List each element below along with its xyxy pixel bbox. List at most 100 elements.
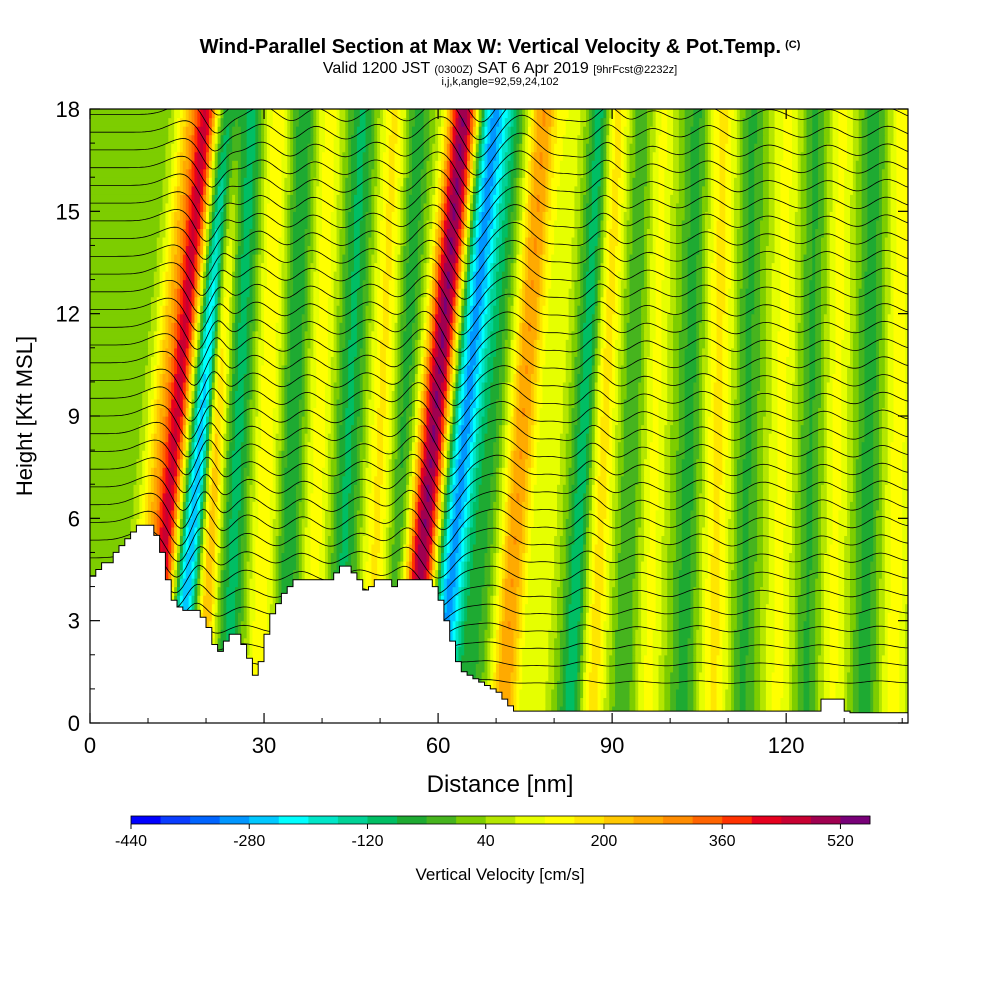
w-cell bbox=[681, 467, 694, 477]
w-cell bbox=[411, 484, 416, 494]
w-cell bbox=[557, 603, 564, 613]
w-cell bbox=[478, 484, 491, 494]
w-cell bbox=[240, 569, 245, 579]
w-cell bbox=[574, 697, 578, 707]
w-cell bbox=[881, 680, 889, 690]
w-cell bbox=[551, 578, 561, 588]
w-cell bbox=[159, 492, 164, 502]
w-cell bbox=[269, 492, 277, 502]
w-cell bbox=[417, 543, 428, 554]
w-cell bbox=[736, 612, 744, 622]
w-cell bbox=[217, 629, 222, 639]
w-cell bbox=[693, 484, 697, 494]
w-cell bbox=[438, 578, 442, 588]
w-cell bbox=[432, 475, 436, 485]
w-cell bbox=[501, 603, 506, 613]
w-cell bbox=[803, 697, 810, 707]
w-cell bbox=[319, 543, 326, 554]
w-cell bbox=[435, 501, 439, 511]
w-cell bbox=[429, 509, 433, 519]
w-cell bbox=[675, 688, 689, 699]
w-cell bbox=[490, 569, 494, 579]
w-cell bbox=[200, 509, 204, 519]
w-cell bbox=[562, 654, 570, 664]
w-cell bbox=[206, 501, 210, 511]
w-cell bbox=[884, 492, 892, 502]
w-cell bbox=[658, 697, 665, 707]
w-cell bbox=[658, 680, 665, 690]
w-cell bbox=[588, 654, 593, 664]
w-cell bbox=[646, 595, 657, 605]
w-cell bbox=[606, 475, 610, 485]
w-cell bbox=[803, 663, 810, 673]
w-cell bbox=[435, 543, 439, 554]
w-cell bbox=[272, 560, 277, 571]
w-cell bbox=[849, 569, 857, 579]
w-cell bbox=[182, 467, 187, 477]
w-cell bbox=[197, 586, 201, 596]
w-cell bbox=[861, 467, 874, 477]
w-cell bbox=[725, 509, 732, 519]
w-cell bbox=[464, 629, 480, 639]
w-cell bbox=[475, 518, 488, 528]
w-cell bbox=[725, 518, 729, 528]
w-cell bbox=[499, 603, 503, 613]
w-cell bbox=[693, 501, 697, 511]
w-cell bbox=[496, 586, 500, 596]
w-cell bbox=[342, 484, 352, 494]
w-cell bbox=[481, 671, 488, 681]
w-cell bbox=[794, 620, 799, 630]
forecast-info: [9hrFcst@2232z] bbox=[593, 64, 678, 76]
w-cell bbox=[844, 612, 851, 622]
w-cell bbox=[322, 535, 326, 545]
w-cell bbox=[136, 458, 143, 468]
w-cell bbox=[464, 578, 468, 588]
w-cell bbox=[884, 595, 892, 605]
w-cell bbox=[400, 526, 404, 536]
w-cell bbox=[223, 492, 227, 502]
w-cell bbox=[223, 569, 230, 579]
w-cell bbox=[200, 612, 204, 622]
w-cell bbox=[786, 484, 793, 494]
w-cell bbox=[754, 560, 764, 571]
w-cell bbox=[197, 535, 201, 545]
w-cell bbox=[733, 688, 741, 699]
w-cell bbox=[661, 603, 668, 613]
w-cell bbox=[168, 552, 172, 562]
w-cell bbox=[588, 526, 593, 536]
w-cell bbox=[481, 586, 488, 596]
w-cell bbox=[847, 671, 854, 681]
w-cell bbox=[420, 467, 425, 477]
w-cell bbox=[617, 612, 634, 622]
w-cell bbox=[464, 569, 468, 579]
w-cell bbox=[342, 535, 349, 545]
w-cell bbox=[179, 475, 184, 485]
w-cell bbox=[818, 552, 822, 562]
w-cell bbox=[298, 458, 303, 468]
w-cell bbox=[762, 526, 770, 536]
w-cell bbox=[435, 569, 439, 579]
w-cell bbox=[174, 484, 178, 494]
w-cell bbox=[165, 492, 172, 502]
w-cell bbox=[783, 663, 790, 673]
w-cell bbox=[876, 671, 880, 681]
w-cell bbox=[588, 629, 593, 639]
w-cell bbox=[670, 475, 677, 485]
w-cell bbox=[417, 552, 428, 562]
w-cell bbox=[809, 569, 819, 579]
w-cell bbox=[829, 578, 839, 588]
w-cell bbox=[461, 509, 465, 519]
w-cell bbox=[716, 654, 723, 664]
w-cell bbox=[145, 501, 149, 511]
w-cell bbox=[606, 595, 610, 605]
w-cell bbox=[728, 680, 732, 690]
w-cell bbox=[467, 595, 483, 605]
w-cell bbox=[693, 620, 700, 630]
w-cell bbox=[667, 578, 674, 588]
w-cell bbox=[177, 578, 181, 588]
w-cell bbox=[673, 569, 680, 579]
w-cell bbox=[754, 586, 761, 596]
w-cell bbox=[594, 560, 605, 571]
w-cell bbox=[655, 620, 663, 630]
w-cell bbox=[646, 646, 654, 656]
